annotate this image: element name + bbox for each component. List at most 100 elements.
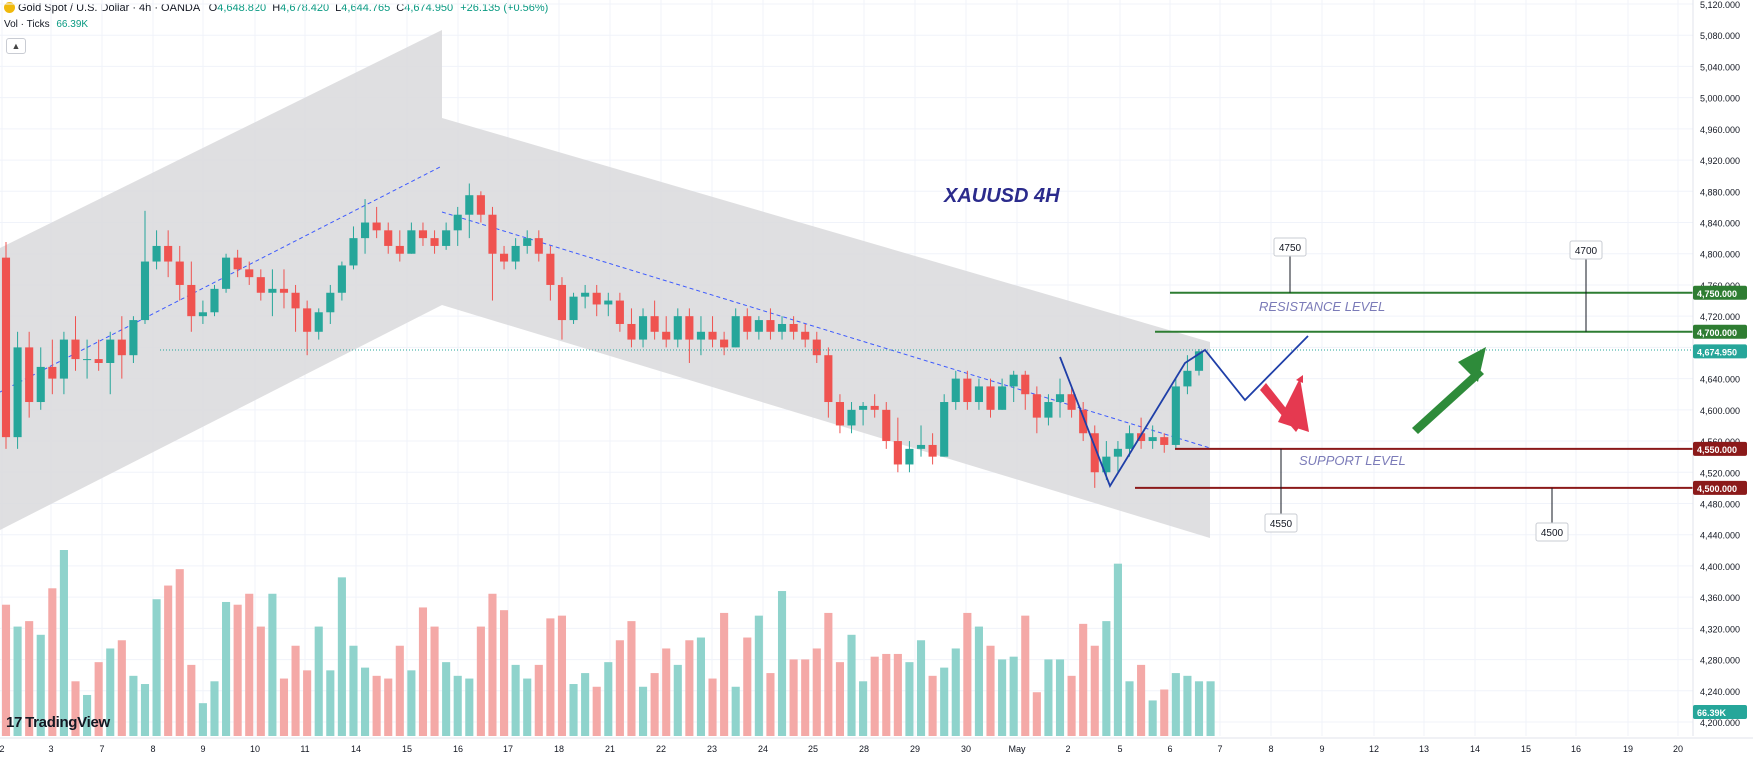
time-axis[interactable]: 2 3 7 8 9 10 11 14 15 16 17 18 21 22 23 24 25 28 29 30 May 2 5… (0, 737, 1753, 754)
candle-body (117, 339, 126, 356)
open-value: 4,648.820 (217, 2, 267, 14)
candle (395, 230, 404, 262)
price-axis[interactable]: 5,120.000 5,080.000 5,040.000 5,000.000 4,96… (1692, 0, 1740, 736)
candle-body (1148, 437, 1157, 442)
volume-bar (129, 675, 138, 736)
candle (1125, 425, 1134, 457)
symbol-title[interactable]: Gold Spot / U.S. Dollar · 4h · OANDA (18, 2, 200, 14)
support-label: SUPPORT LEVEL (1299, 453, 1406, 468)
volume-bar (1032, 692, 1041, 736)
price-label-tag (1693, 324, 1747, 339)
candle (71, 316, 80, 371)
level-callout: 4700 (1569, 240, 1603, 332)
candle-body (25, 347, 34, 403)
volume-bar (372, 675, 381, 736)
candle (638, 308, 648, 348)
candle-body (824, 355, 833, 403)
candle-body (743, 316, 752, 332)
price-label-text: 4,750.000 (1697, 289, 1737, 299)
candle (1102, 441, 1111, 481)
volume-bar (1102, 621, 1111, 736)
candle (1067, 386, 1076, 418)
volume-bar (998, 659, 1007, 736)
candle-body (928, 444, 937, 457)
candle (303, 300, 312, 356)
price-label-tag (1693, 705, 1747, 719)
volume-bar (175, 569, 184, 736)
candle (951, 370, 960, 410)
price-tick-label: 4,720.000 (1700, 312, 1740, 322)
price-tick-label: 4,240.000 (1700, 687, 1740, 697)
volume-bar (801, 659, 810, 736)
candle-body (499, 253, 509, 262)
tradingview-logo[interactable]: 17 TradingView (6, 714, 110, 731)
candle-body (847, 409, 856, 426)
candle (685, 308, 694, 363)
candle (650, 300, 659, 340)
candle-body (638, 316, 648, 340)
volume-bar (615, 640, 624, 736)
gold-coin-icon (4, 2, 15, 13)
candle-body (465, 195, 474, 215)
time-tick-label: 17 (503, 744, 513, 754)
volume-bar (569, 684, 578, 736)
candle-body (1067, 394, 1076, 410)
volume-legend[interactable]: Vol · Ticks 66.39K (4, 19, 88, 30)
volume-bar (673, 664, 682, 736)
time-tick-label: 2 (0, 744, 5, 754)
candle-body (592, 292, 601, 305)
candle (453, 206, 462, 246)
candle-body (627, 323, 636, 340)
volume-bar (835, 662, 844, 736)
price-tick-label: 4,200.000 (1700, 718, 1740, 728)
volume-bar (581, 673, 590, 736)
candle-body (581, 292, 590, 297)
candle (824, 347, 833, 418)
volume-bar (465, 678, 474, 736)
candle (48, 339, 57, 395)
time-tick-label: 3 (48, 744, 53, 754)
candle (59, 331, 68, 395)
volume-bar (407, 670, 416, 736)
time-tick-label: 12 (1369, 744, 1379, 754)
volume-bar (94, 662, 103, 736)
candle (268, 269, 277, 317)
volume-bar (893, 653, 902, 736)
time-tick-label: 19 (1623, 744, 1633, 754)
callout-text: 4550 (1270, 519, 1293, 530)
volume-bar (604, 662, 613, 736)
candle (1009, 370, 1018, 403)
candle (291, 284, 300, 332)
volume-bar (662, 648, 671, 736)
candle (349, 226, 358, 270)
candle (25, 331, 34, 418)
volume-bars (1, 550, 1215, 736)
volume-bar (117, 640, 126, 736)
volume-bar (523, 678, 532, 736)
candle-body (222, 257, 231, 289)
volume-bar (48, 588, 57, 736)
price-label-text: 66.39K (1697, 708, 1727, 718)
candle-body (766, 320, 775, 332)
candle-body (59, 339, 68, 379)
candle-body (395, 245, 404, 254)
time-tick-label: 16 (1571, 744, 1581, 754)
candle (1171, 378, 1180, 449)
volume-bar (870, 656, 879, 736)
candle-body (974, 386, 983, 403)
price-label-tag (1693, 441, 1747, 456)
candle (731, 308, 740, 348)
volume-bar (1183, 675, 1192, 736)
tradingview-logo-icon: 17 (6, 714, 23, 731)
candle (499, 245, 509, 270)
collapse-legend-button[interactable]: ▲ (6, 38, 26, 54)
price-tick-label: 4,280.000 (1700, 656, 1740, 666)
candle (94, 339, 103, 371)
volume-bar (106, 648, 115, 736)
candle (720, 331, 729, 356)
candle (337, 261, 346, 301)
trend-midlines (0, 165, 1211, 449)
candle (1113, 441, 1122, 473)
candle-body (1113, 448, 1122, 457)
